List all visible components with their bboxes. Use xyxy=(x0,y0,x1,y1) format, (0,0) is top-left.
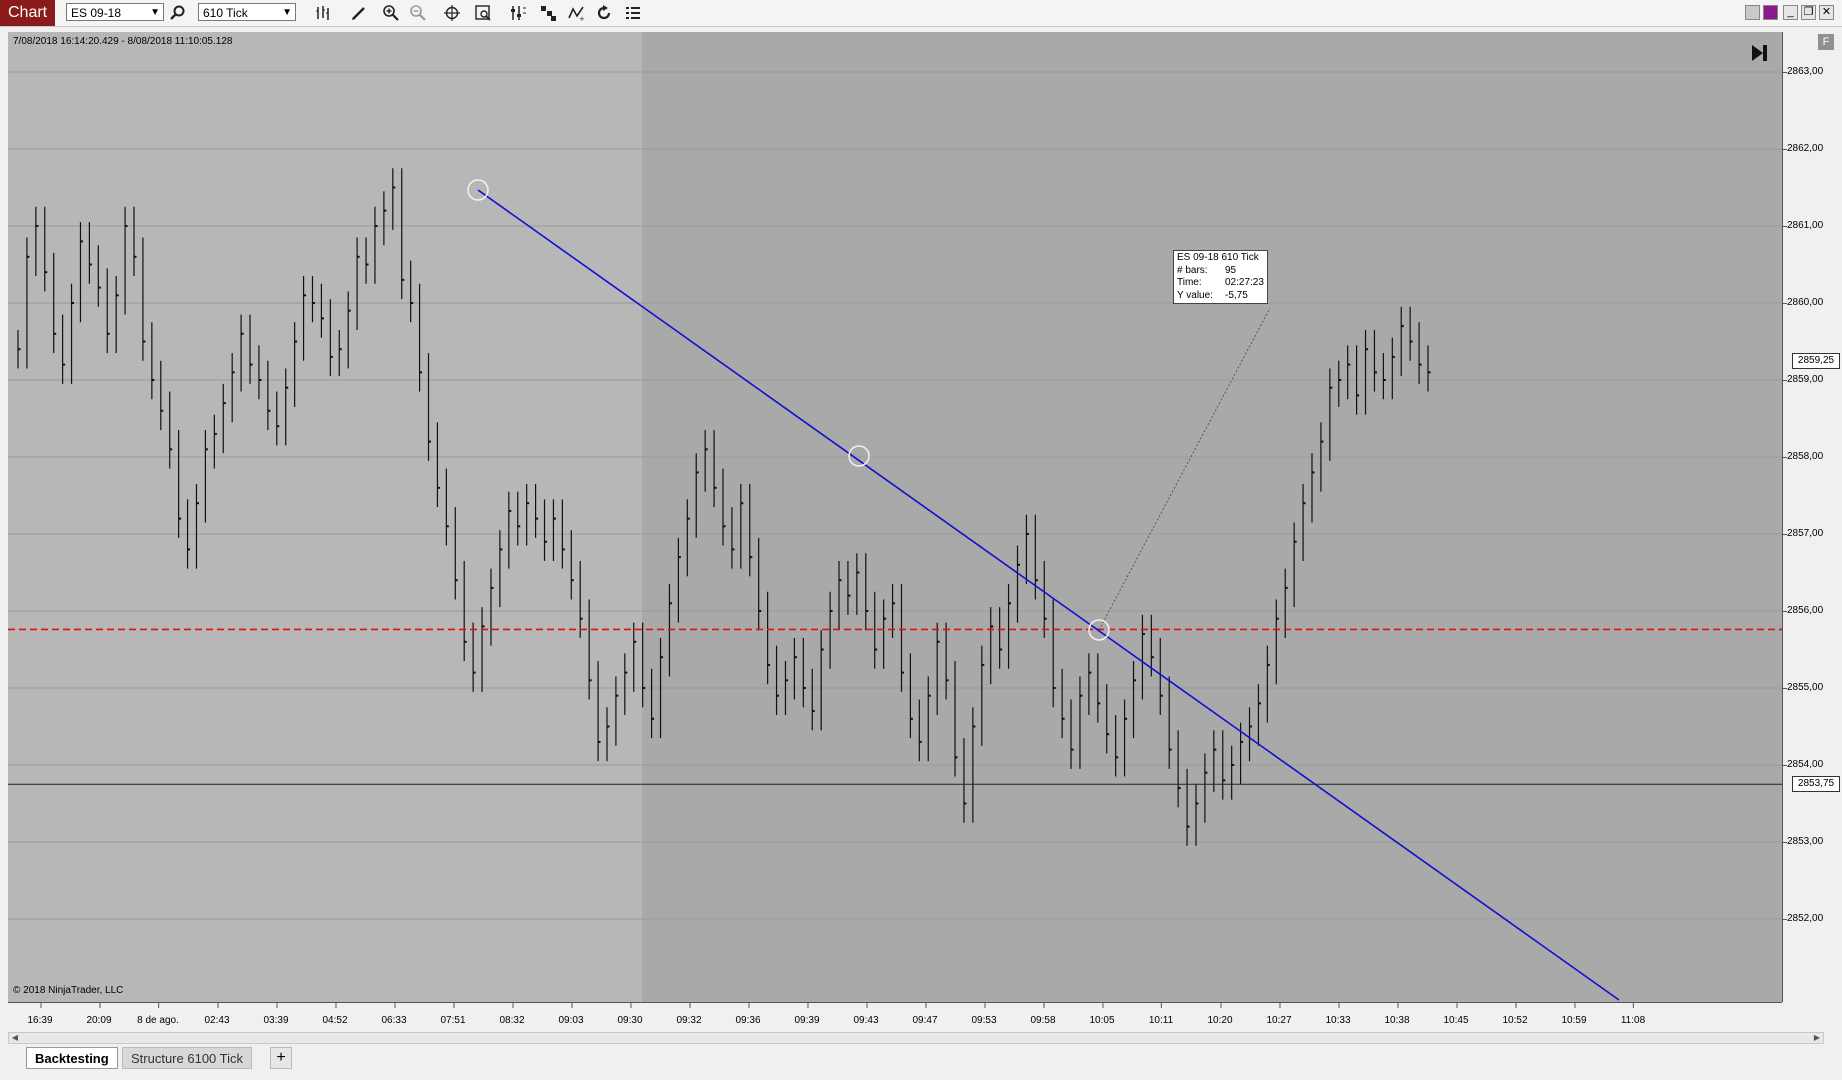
x-tick-label: 10:05 xyxy=(1089,1003,1115,1026)
properties-icon[interactable] xyxy=(508,3,528,23)
price-chart-panel[interactable]: 7/08/2018 16:14:20.429 - 8/08/2018 11:10… xyxy=(8,32,1782,1002)
x-tick-label: 10:59 xyxy=(1561,1003,1587,1026)
y-tick-label: 2856,00 xyxy=(1781,605,1824,616)
close-icon[interactable]: ✕ xyxy=(1819,5,1834,20)
bar-style-icon[interactable] xyxy=(313,3,333,23)
x-tick-label: 10:20 xyxy=(1207,1003,1233,1026)
tab-structure-6100-tick[interactable]: Structure 6100 Tick xyxy=(122,1047,252,1069)
x-tick-label: 20:09 xyxy=(86,1003,112,1026)
search-icon[interactable] xyxy=(168,3,188,23)
skip-to-end-icon[interactable] xyxy=(1748,42,1770,64)
strategies-icon[interactable] xyxy=(538,3,558,23)
y-tick-label: 2853,00 xyxy=(1781,836,1824,847)
y-tick-label: 2858,00 xyxy=(1781,451,1824,462)
horizontal-line-price-tag: 2853,75 xyxy=(1792,776,1840,793)
chart-toolbar: Chart ES 09-18 ▼ 610 Tick ▼ + _ xyxy=(0,0,1842,27)
y-tick-label: 2857,00 xyxy=(1781,528,1824,539)
x-tick-label: 8 de ago. xyxy=(137,1003,179,1026)
tooltip-time-value: 02:27:23 xyxy=(1225,277,1264,288)
tab-backtesting[interactable]: Backtesting xyxy=(26,1047,118,1069)
x-tick-label: 09:36 xyxy=(735,1003,761,1026)
chevron-down-icon: ▼ xyxy=(150,7,160,18)
tooltip-y-value: -5,75 xyxy=(1225,289,1248,301)
reload-icon[interactable] xyxy=(594,3,614,23)
x-tick-label: 10:45 xyxy=(1443,1003,1469,1026)
historical-shading xyxy=(8,32,642,1002)
y-tick-label: 2854,00 xyxy=(1781,759,1824,770)
y-tick-label: 2861,00 xyxy=(1781,220,1824,231)
price-chart-canvas[interactable] xyxy=(8,32,1782,1002)
trend-anchor-handle xyxy=(467,179,489,201)
y-tick-label: 2859,00 xyxy=(1781,374,1824,385)
object-list-icon[interactable] xyxy=(623,3,643,23)
color-swatch-purple[interactable] xyxy=(1763,5,1778,20)
date-range-label: 7/08/2018 16:14:20.429 - 8/08/2018 11:10… xyxy=(13,36,233,47)
chart-format-button[interactable]: F xyxy=(1818,34,1834,50)
zoom-out-icon[interactable] xyxy=(408,3,428,23)
crosshair-icon[interactable] xyxy=(442,3,462,23)
color-swatch-gray[interactable] xyxy=(1745,5,1760,20)
data-box-icon[interactable] xyxy=(473,3,493,23)
x-tick-label: 02:43 xyxy=(204,1003,230,1026)
y-tick-label: 2855,00 xyxy=(1781,682,1824,693)
tooltip-title: ES 09-18 610 Tick xyxy=(1177,252,1259,263)
measure-tooltip: ES 09-18 610 Tick # bars: 95 Time: 02:27:2… xyxy=(1173,250,1268,304)
interval-value: 610 Tick xyxy=(203,6,248,20)
tooltip-y-label: Y value: xyxy=(1177,289,1213,301)
x-tick-label: 10:27 xyxy=(1266,1003,1292,1026)
tooltip-bars-value: 95 xyxy=(1225,264,1237,276)
restore-icon[interactable]: ❐ xyxy=(1801,5,1816,20)
y-tick-label: 2860,00 xyxy=(1781,297,1824,308)
x-tick-label: 06:33 xyxy=(381,1003,407,1026)
x-tick-label: 09:53 xyxy=(971,1003,997,1026)
x-tick-label: 10:52 xyxy=(1502,1003,1528,1026)
copyright-label: © 2018 NinjaTrader, LLC xyxy=(13,985,124,996)
scroll-right-icon[interactable]: ▶ xyxy=(1813,1033,1821,1042)
trend-anchor-handle xyxy=(1088,619,1110,641)
instrument-value: ES 09-18 xyxy=(71,6,122,20)
y-tick-label: 2852,00 xyxy=(1781,913,1824,924)
x-tick-label: 04:52 xyxy=(322,1003,348,1026)
trend-anchor-handle xyxy=(848,445,870,467)
scroll-left-icon[interactable]: ◀ xyxy=(11,1033,19,1042)
add-tab-button[interactable]: + xyxy=(270,1047,292,1069)
x-tick-label: 09:39 xyxy=(794,1003,820,1026)
pencil-drawing-icon[interactable] xyxy=(349,3,369,23)
measure-line xyxy=(1098,307,1271,631)
y-tick-label: 2863,00 xyxy=(1781,66,1824,77)
x-tick-label: 07:51 xyxy=(440,1003,466,1026)
x-tick-label: 10:11 xyxy=(1148,1003,1174,1026)
price-axis[interactable]: 2859,25 2853,75 2863,00 2862,00 2861,00 286… xyxy=(1781,32,1842,1002)
zoom-in-icon[interactable] xyxy=(381,3,401,23)
x-tick-label: 10:33 xyxy=(1325,1003,1351,1026)
x-tick-label: 09:03 xyxy=(558,1003,584,1026)
x-tick-label: 09:30 xyxy=(617,1003,643,1026)
x-tick-label: 09:58 xyxy=(1030,1003,1056,1026)
chevron-down-icon: ▼ xyxy=(282,7,292,18)
x-tick-label: 09:43 xyxy=(853,1003,879,1026)
tooltip-time-label: Time: xyxy=(1177,277,1202,288)
chart-window-label: Chart xyxy=(0,0,56,26)
instrument-selector[interactable]: ES 09-18 ▼ xyxy=(66,3,164,21)
svg-text:+: + xyxy=(579,15,585,22)
interval-selector[interactable]: 610 Tick ▼ xyxy=(198,3,296,21)
time-axis[interactable]: 16:39 20:09 8 de ago. 02:43 03:39 04:52 06:33 0… xyxy=(8,1002,1782,1031)
chart-tab-bar: Backtesting Structure 6100 Tick + xyxy=(0,1046,1842,1080)
y-tick-label: 2862,00 xyxy=(1781,143,1824,154)
chart-horizontal-scrollbar[interactable]: ◀ ▶ xyxy=(8,1032,1824,1044)
x-tick-label: 09:47 xyxy=(912,1003,938,1026)
x-tick-label: 16:39 xyxy=(27,1003,53,1026)
indicators-icon[interactable]: + xyxy=(566,3,586,23)
x-tick-label: 11:08 xyxy=(1620,1003,1646,1026)
tooltip-bars-label: # bars: xyxy=(1177,264,1208,276)
last-price-tag: 2859,25 xyxy=(1792,352,1840,369)
minimize-icon[interactable]: _ xyxy=(1783,5,1798,20)
trend-line xyxy=(477,189,1620,1001)
x-tick-label: 10:38 xyxy=(1384,1003,1410,1026)
x-tick-label: 08:32 xyxy=(499,1003,525,1026)
x-tick-label: 03:39 xyxy=(263,1003,289,1026)
x-tick-label: 09:32 xyxy=(676,1003,702,1026)
